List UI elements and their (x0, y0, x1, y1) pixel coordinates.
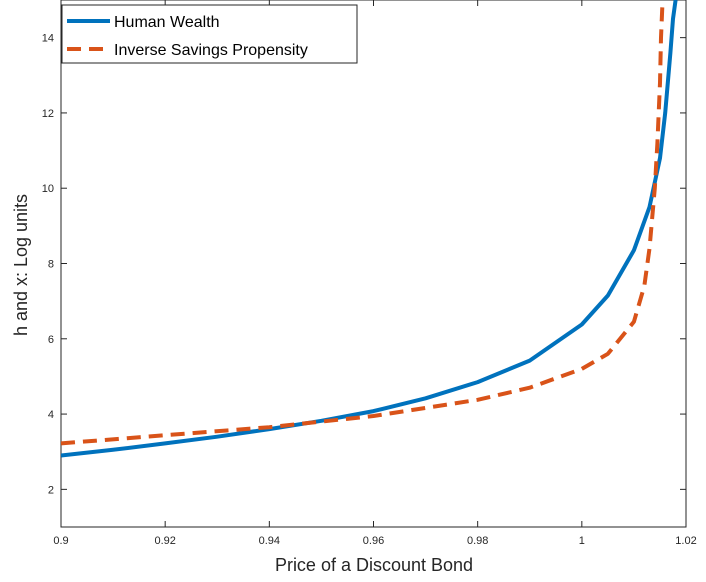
y-tick-label: 4 (48, 409, 54, 421)
x-tick-label: 0.96 (363, 535, 384, 547)
plot-frame (60, 0, 687, 528)
series-line-inverse-savings-propensity (61, 0, 665, 446)
x-tick-label: 1.02 (675, 535, 696, 547)
y-axis-label: h and x: Log units (11, 194, 31, 336)
x-tick-label: 1 (579, 535, 585, 547)
y-tick-label: 12 (42, 108, 54, 120)
plot-area (60, 0, 687, 528)
series-line-human-wealth (61, 0, 678, 458)
legend: Human Wealth Inverse Savings Propensity (61, 4, 358, 64)
y-tick-label: 6 (48, 334, 54, 346)
y-tick-label: 8 (48, 259, 54, 271)
legend-label-inverse-savings-propensity: Inverse Savings Propensity (114, 42, 308, 59)
y-tick-label: 14 (42, 33, 54, 45)
y-tick-label: 10 (42, 183, 54, 195)
y-axis-ticks: 2 4 6 8 10 12 14 (42, 33, 686, 496)
x-tick-label: 0.98 (467, 535, 488, 547)
series-layer (61, 0, 678, 458)
y-tick-label: 2 (48, 484, 54, 496)
x-tick-label: 0.94 (259, 535, 280, 547)
x-tick-label: 0.92 (154, 535, 175, 547)
x-axis-label: Price of a Discount Bond (275, 555, 473, 575)
legend-label-human-wealth: Human Wealth (114, 14, 220, 31)
x-tick-label: 0.9 (53, 535, 68, 547)
x-axis-ticks: 0.9 0.92 0.94 0.96 0.98 1 1.02 (53, 0, 697, 547)
legend-box (61, 4, 358, 64)
